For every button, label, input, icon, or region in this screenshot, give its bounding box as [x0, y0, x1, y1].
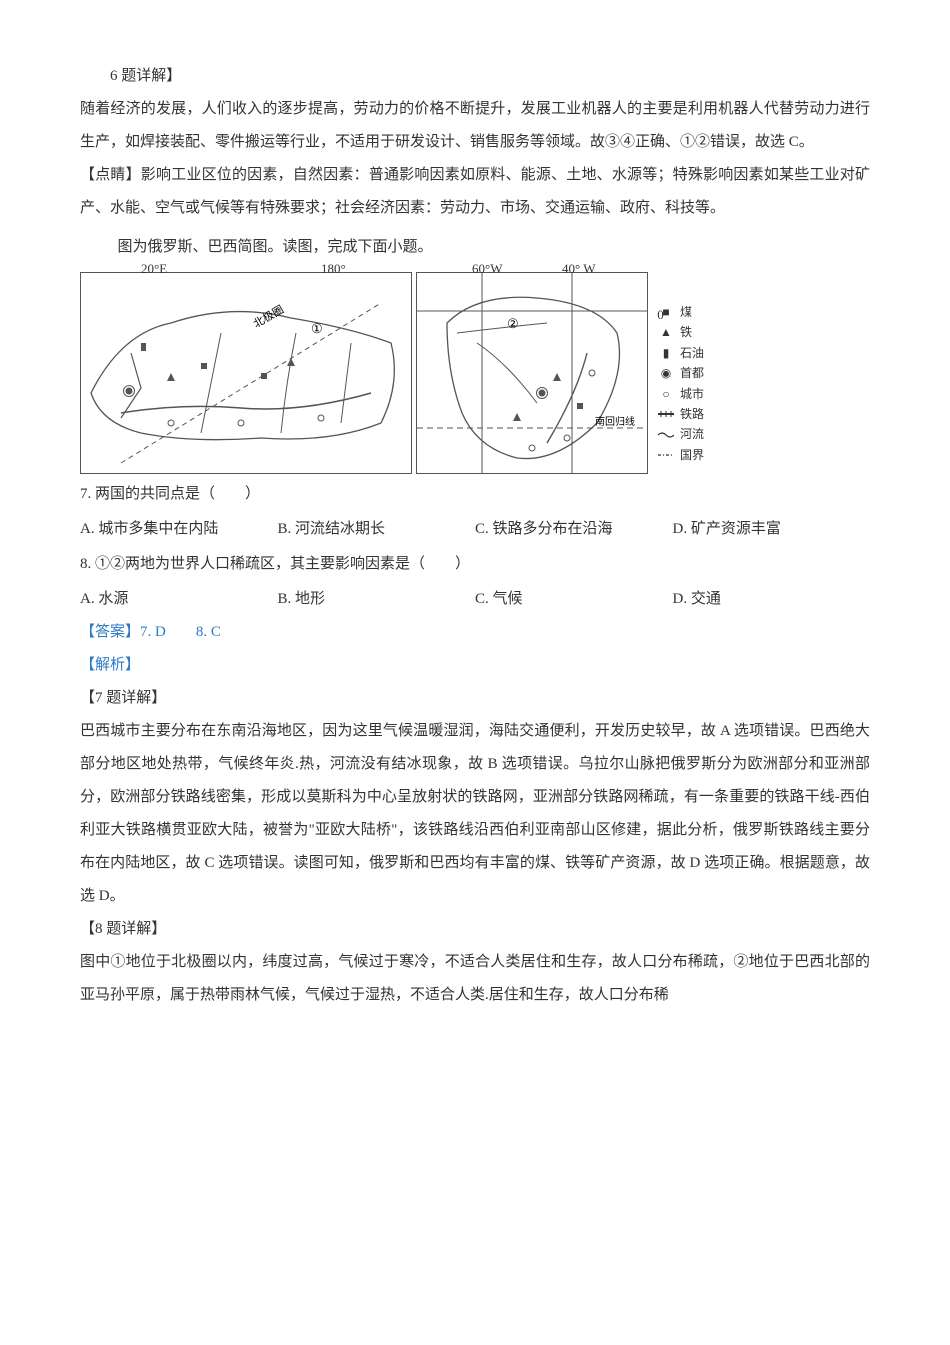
analysis-label: 【解析】 — [80, 649, 870, 682]
q7-choice-c: C. 铁路多分布在沿海 — [475, 513, 673, 546]
tip-body: 影响工业区位的因素，自然因素：普通影响因素如原料、能源、土地、水源等；特殊影响因… — [80, 167, 870, 216]
q7-stem: 7. 两国的共同点是（ ） — [80, 478, 870, 511]
legend-coal: ■煤 — [658, 302, 768, 322]
legend-river: 河流 — [658, 424, 768, 444]
svg-text:北极圈: 北极圈 — [251, 302, 287, 331]
lat-0: 0° — [657, 301, 669, 330]
lon-20e: 20°E — [141, 255, 167, 284]
marker-1: ① — [311, 321, 323, 336]
russia-map: 20°E 180° ① 北极圈 — [80, 272, 412, 474]
q6-tip: 【点睛】影响工业区位的因素，自然因素：普通影响因素如原料、能源、土地、水源等；特… — [80, 159, 870, 225]
q7-choices: A. 城市多集中在内陆 B. 河流结冰期长 C. 铁路多分布在沿海 D. 矿产资… — [80, 513, 870, 546]
q8-choice-b: B. 地形 — [278, 583, 476, 616]
brazil-svg: ② 南回归线 — [417, 273, 647, 473]
q8-choice-c: C. 气候 — [475, 583, 673, 616]
lon-60w: 60°W — [472, 255, 502, 284]
q8-choice-d: D. 交通 — [673, 583, 871, 616]
legend-oil: ▮石油 — [658, 343, 768, 363]
q8-choices: A. 水源 B. 地形 C. 气候 D. 交通 — [80, 583, 870, 616]
legend-capital: ◉首都 — [658, 363, 768, 383]
figure-row: 20°E 180° ① 北极圈 60°W 40° W 0° — [80, 272, 870, 474]
answer-label: 【答案】 — [80, 624, 140, 640]
q7-choice-d: D. 矿产资源丰富 — [673, 513, 871, 546]
q6-explanation: 随着经济的发展，人们收入的逐步提高，劳动力的价格不断提升，发展工业机器人的主要是… — [80, 93, 870, 159]
q7-choice-a: A. 城市多集中在内陆 — [80, 513, 278, 546]
tip-label: 【点睛】 — [80, 167, 141, 183]
q8-stem: 8. ①②两地为世界人口稀疏区，其主要影响因素是（ ） — [80, 548, 870, 581]
lon-180: 180° — [321, 255, 346, 284]
q8-detail-heading: 【8 题详解】 — [80, 913, 870, 946]
legend-border: 国界 — [658, 445, 768, 465]
legend-city: ○城市 — [658, 384, 768, 404]
lon-40w: 40° W — [562, 255, 595, 284]
q8-detail-body: 图中①地位于北极圈以内，纬度过高，气候过于寒冷，不适合人类居住和生存，故人口分布… — [80, 946, 870, 1012]
russia-svg: ① 北极圈 — [81, 273, 411, 473]
q7-detail-body: 巴西城市主要分布在东南沿海地区，因为这里气候温暖湿润，海陆交通便利，开发历史较早… — [80, 715, 870, 913]
marker-2: ② — [507, 316, 519, 331]
q7-detail-heading: 【7 题详解】 — [80, 682, 870, 715]
legend-rail: 铁路 — [658, 404, 768, 424]
brazil-map: 60°W 40° W 0° ② 南回归线 — [416, 272, 648, 474]
map-legend: ■煤 ▲铁 ▮石油 ◉首都 ○城市 铁路 河流 国界 — [652, 272, 768, 465]
q7-choice-b: B. 河流结冰期长 — [278, 513, 476, 546]
answer-text: 7. D 8. C — [140, 624, 221, 640]
q8-choice-a: A. 水源 — [80, 583, 278, 616]
q6-heading: 6 题详解】 — [80, 60, 870, 93]
legend-iron: ▲铁 — [658, 322, 768, 342]
answer-line: 【答案】7. D 8. C — [80, 616, 870, 649]
svg-text:南回归线: 南回归线 — [595, 415, 635, 428]
